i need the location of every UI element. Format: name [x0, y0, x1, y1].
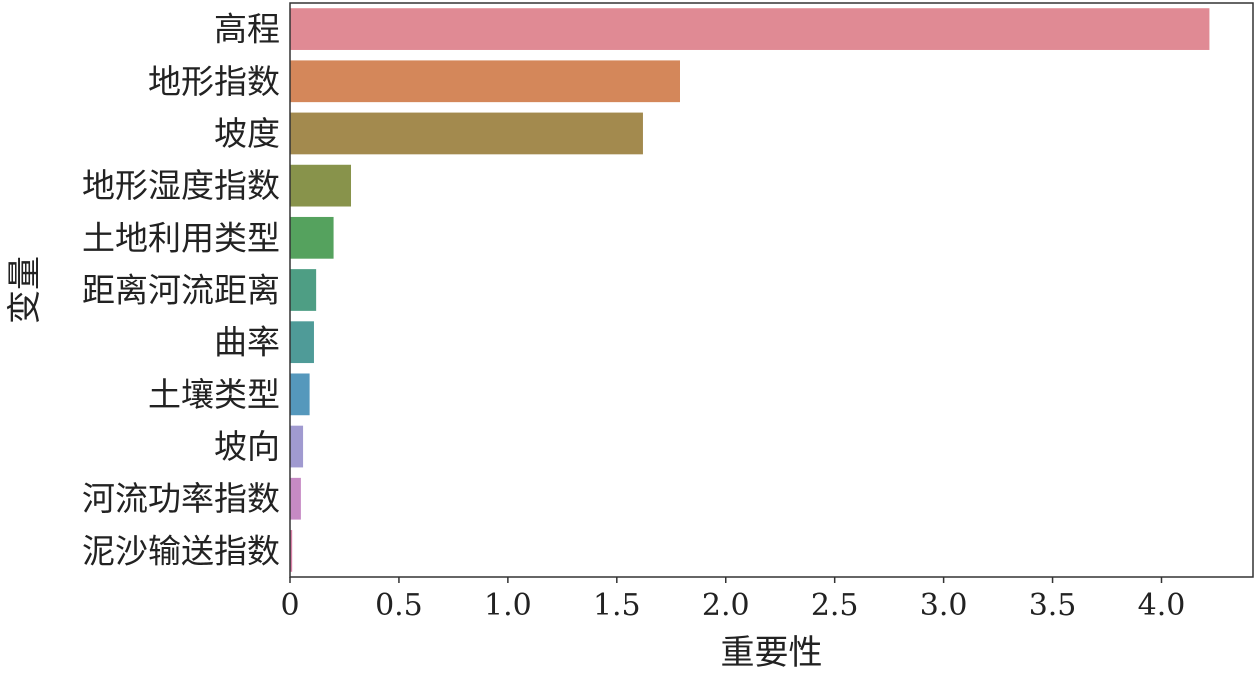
x-tick-label-1: 0 — [280, 588, 299, 623]
x-tick-label-6: 2.5 — [811, 588, 859, 623]
category-label-4: 地形湿度指数 — [82, 166, 280, 205]
category-label-10: 河流功率指数 — [82, 479, 280, 518]
category-label-7: 曲率 — [214, 323, 280, 362]
x-axis-title: 重要性 — [721, 633, 823, 673]
bar-2 — [290, 60, 680, 103]
category-label-8: 土壤类型 — [148, 375, 280, 414]
bars-group — [290, 8, 1210, 572]
plot-frame — [289, 2, 1254, 578]
category-label-5: 土地利用类型 — [82, 218, 280, 257]
category-label-9: 坡向 — [214, 427, 280, 466]
bar-9 — [290, 425, 304, 468]
x-tick-label-4: 1.5 — [593, 588, 641, 623]
bar-8 — [290, 373, 310, 416]
x-tick-label-3: 1.0 — [484, 588, 532, 623]
bar-5 — [290, 216, 334, 259]
x-tick-label-2: 0.5 — [375, 588, 423, 623]
bar-10 — [290, 477, 301, 520]
bar-3 — [290, 112, 643, 155]
x-tick-label-8: 3.5 — [1029, 588, 1077, 623]
bar-6 — [290, 269, 317, 311]
category-label-2: 地形指数 — [148, 62, 280, 101]
x-axis-ticks: 0 0.5 1.0 1.5 2.0 2.5 3.0 3.5 4.0 — [280, 577, 1185, 623]
category-label-1: 高程 — [214, 10, 280, 49]
x-tick-label-5: 2.0 — [702, 588, 750, 623]
x-tick-label-9: 4.0 — [1138, 588, 1186, 623]
category-label-11: 泥沙输送指数 — [82, 531, 280, 570]
category-label-3: 坡度 — [214, 114, 280, 153]
category-labels: 高程地形指数坡度地形湿度指数土地利用类型距离河流距离曲率土壤类型坡向河流功率指数… — [82, 10, 280, 571]
bar-7 — [290, 321, 314, 364]
x-tick-label-7: 3.0 — [920, 588, 968, 623]
y-axis-title: 变量 — [5, 256, 45, 324]
bar-11 — [290, 530, 293, 572]
bar-4 — [290, 164, 352, 207]
category-label-6: 距离河流距离 — [82, 271, 280, 310]
bar-1 — [290, 8, 1210, 50]
